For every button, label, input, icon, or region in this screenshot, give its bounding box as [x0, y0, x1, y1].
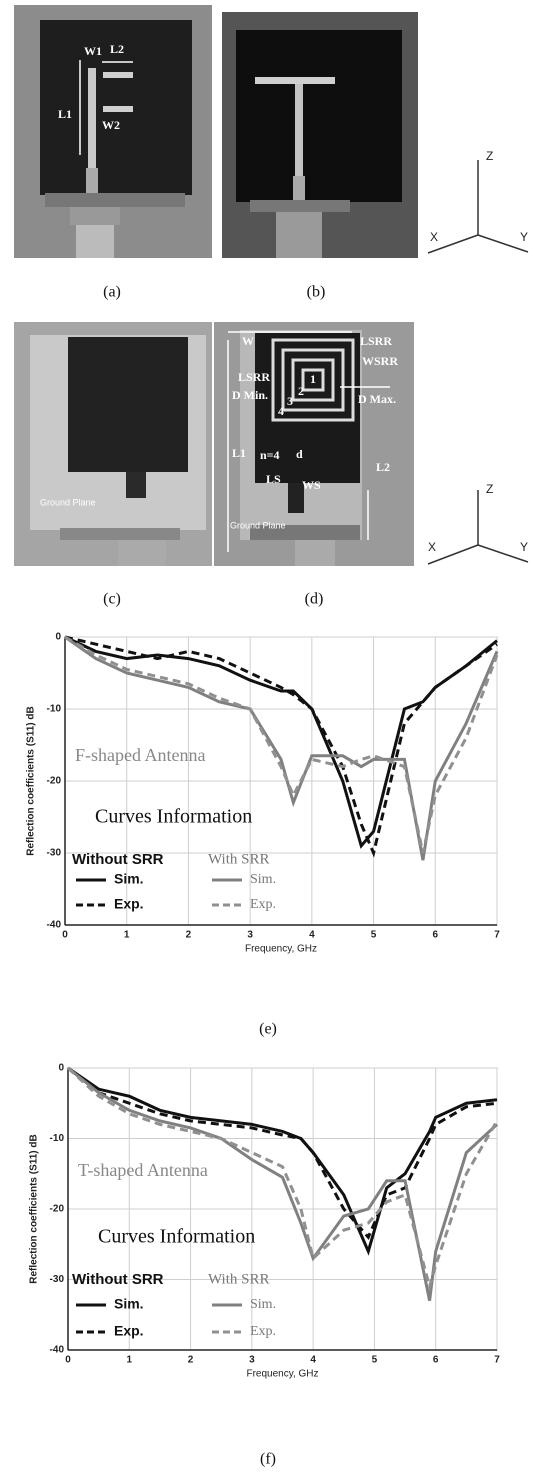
x-tick-label: 1 [124, 930, 130, 941]
x-tick-label: 7 [494, 930, 500, 941]
legend-label: Exp. [114, 1323, 144, 1339]
x-tick-label: 2 [186, 930, 192, 941]
annotation: WSRR [362, 354, 398, 368]
axes-icon [427, 160, 529, 254]
annotation: L2 [376, 460, 390, 474]
legend-title: Curves Information [98, 1226, 255, 1248]
annotation: LS [266, 472, 281, 486]
y-tick-label: -30 [50, 1274, 65, 1285]
legend-label: Exp. [114, 896, 144, 912]
axis-icon-label: X [430, 230, 438, 244]
y-tick-label: -30 [47, 848, 62, 859]
x-tick-label: 5 [372, 1355, 378, 1366]
y-tick-label: 0 [55, 632, 61, 643]
annotation: Ground Plane [230, 520, 286, 530]
panel-label: (d) [305, 591, 324, 608]
x-tick-label: 4 [309, 930, 315, 941]
axis-icon-label: Z [486, 482, 493, 496]
series-line [66, 1066, 499, 1293]
legend-group: With SRR [208, 851, 270, 867]
y-tick-label: -10 [47, 704, 62, 715]
x-tick-label: 1 [127, 1355, 133, 1366]
series-line [67, 1066, 498, 1256]
y-tick-label: 0 [58, 1063, 64, 1074]
photo-b [222, 12, 418, 258]
annotation: 1 [310, 372, 316, 386]
x-tick-label: 2 [188, 1355, 194, 1366]
x-axis-label: Frequency, GHz [245, 944, 317, 955]
annotation: L2 [110, 42, 124, 56]
annotation: WS [302, 478, 321, 492]
x-tick-label: 5 [371, 930, 377, 941]
series-line [67, 1066, 498, 1240]
legend-label: Exp. [250, 897, 276, 912]
x-tick-label: 6 [433, 1355, 439, 1366]
annotation: D Min. [232, 388, 268, 402]
series-line [64, 635, 499, 854]
photo-a [14, 5, 212, 258]
annotation: 4 [278, 404, 284, 418]
panel-label: (c) [103, 591, 121, 608]
y-tick-label: -40 [47, 920, 62, 931]
annotation: 3 [287, 394, 293, 408]
caption: (f) [260, 1451, 276, 1468]
legend-group: Without SRR [72, 851, 164, 868]
legend-label: Sim. [114, 871, 144, 887]
photo-c [14, 322, 212, 566]
y-tick-label: -20 [50, 1204, 65, 1215]
x-axis-label: Frequency, GHz [246, 1369, 318, 1380]
y-tick-label: -40 [50, 1345, 65, 1356]
axis-icon-label: Y [520, 230, 528, 244]
legend-label: Exp. [250, 1324, 276, 1339]
annotation: W1 [84, 44, 102, 58]
panel-label: (b) [307, 284, 326, 301]
legend-group: Without SRR [72, 1271, 164, 1288]
x-tick-label: 0 [65, 1355, 71, 1366]
annotation: T-shaped Antenna [78, 1160, 208, 1180]
annotation: Ground Plane [40, 497, 96, 507]
annotation: n=4 [260, 448, 280, 462]
annotation: d [296, 447, 303, 461]
series-line [67, 1066, 499, 1301]
legend-group: With SRR [208, 1271, 270, 1287]
x-tick-label: 7 [494, 1355, 500, 1366]
x-tick-label: 3 [247, 930, 253, 941]
annotation: LSRR [238, 370, 270, 384]
legend-label: Sim. [250, 1297, 276, 1312]
annotation: F-shaped Antenna [75, 745, 205, 765]
annotation: 2 [298, 384, 304, 398]
photo-d [214, 322, 414, 566]
annotation: LSRR [360, 334, 392, 348]
legend-label: Sim. [114, 1296, 144, 1312]
annotation: L1 [232, 446, 246, 460]
annotation: D Max. [358, 392, 396, 406]
x-tick-label: 3 [249, 1355, 255, 1366]
axis-icon-label: Z [486, 149, 493, 163]
x-tick-label: 0 [62, 930, 68, 941]
legend-title: Curves Information [95, 806, 252, 828]
y-axis-label: Reflection coefficients (S11) dB [26, 706, 37, 855]
x-tick-label: 4 [310, 1355, 316, 1366]
annotation: L1 [58, 107, 72, 121]
axis-icon-label: X [428, 540, 436, 554]
panel-label: (a) [103, 284, 121, 301]
axes-icon [427, 490, 529, 565]
series-line [64, 635, 498, 858]
axis-icon-label: Y [520, 540, 528, 554]
legend-label: Sim. [250, 872, 276, 887]
annotation: W2 [102, 118, 120, 132]
y-axis-label: Reflection coefficients (S11) dB [29, 1134, 40, 1283]
y-tick-label: -20 [47, 776, 62, 787]
annotation: W [242, 334, 254, 348]
y-tick-label: -10 [50, 1133, 65, 1144]
caption: (e) [259, 1021, 277, 1038]
x-tick-label: 6 [433, 930, 439, 941]
